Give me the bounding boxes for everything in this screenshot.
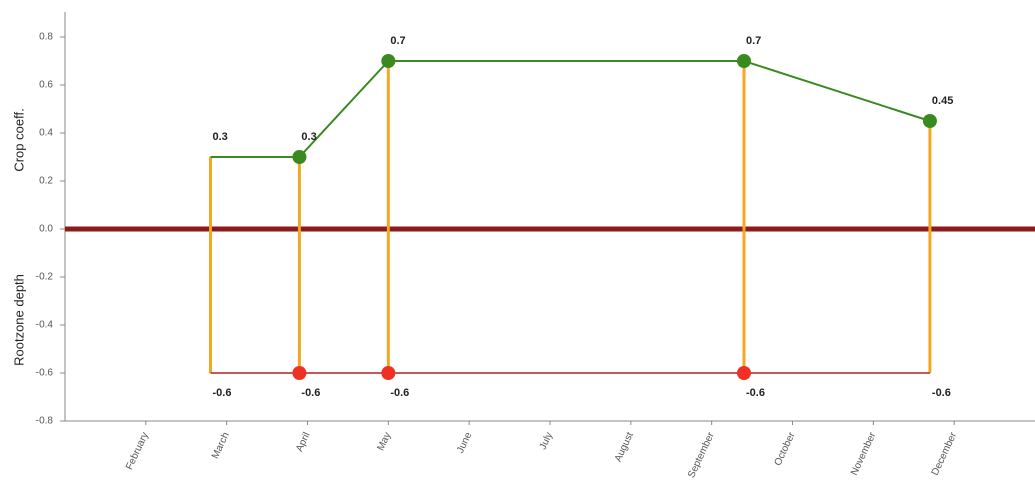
x-tick-label: October [773,430,798,467]
chart: Crop coeff. Rootzone depth 0.8 0.6 0.4 0.2 0… [0,0,1035,483]
y-tick-label: 0.8 [39,32,53,43]
y-tick-label: 0.6 [39,80,53,91]
y-label-bottom: Rootzone depth [11,274,26,366]
marker [292,366,306,380]
x-tick-label: May [375,431,393,453]
value-label: -0.6 [746,387,765,399]
x-tick-label: August [613,431,636,464]
value-label: -0.6 [932,387,951,399]
y-tick-label: -0.8 [36,416,54,427]
marker [737,366,751,380]
y-tick-label: 0.4 [39,128,53,139]
y-tick-label: -0.4 [36,320,54,331]
value-label: 0.7 [746,35,761,47]
marker [737,54,751,68]
y-tick-label: 0.0 [39,224,53,235]
y-tick-label: -0.6 [36,368,54,379]
y-label-top: Crop coeff. [11,108,26,171]
series-line [211,61,930,157]
x-tick-label: December [930,430,960,477]
marker [381,366,395,380]
value-label: 0.7 [390,35,405,47]
x-tick-label: September [686,430,717,480]
y-tick-label: 0.2 [39,176,53,187]
marker [381,54,395,68]
value-label: 0.3 [213,131,228,143]
x-tick-label: March [210,431,232,461]
value-label: 0.3 [301,131,316,143]
x-tick-label: June [455,430,474,455]
value-label: 0.45 [932,95,953,107]
value-label: -0.6 [213,387,232,399]
y-tick-label: -0.2 [36,272,54,283]
value-label: -0.6 [390,387,409,399]
marker [292,150,306,164]
x-tick-label: February [124,431,151,472]
marker [923,114,937,128]
x-tick-label: November [849,430,879,477]
value-label: -0.6 [301,387,320,399]
x-tick-label: July [538,431,555,452]
x-tick-label: April [294,431,312,454]
